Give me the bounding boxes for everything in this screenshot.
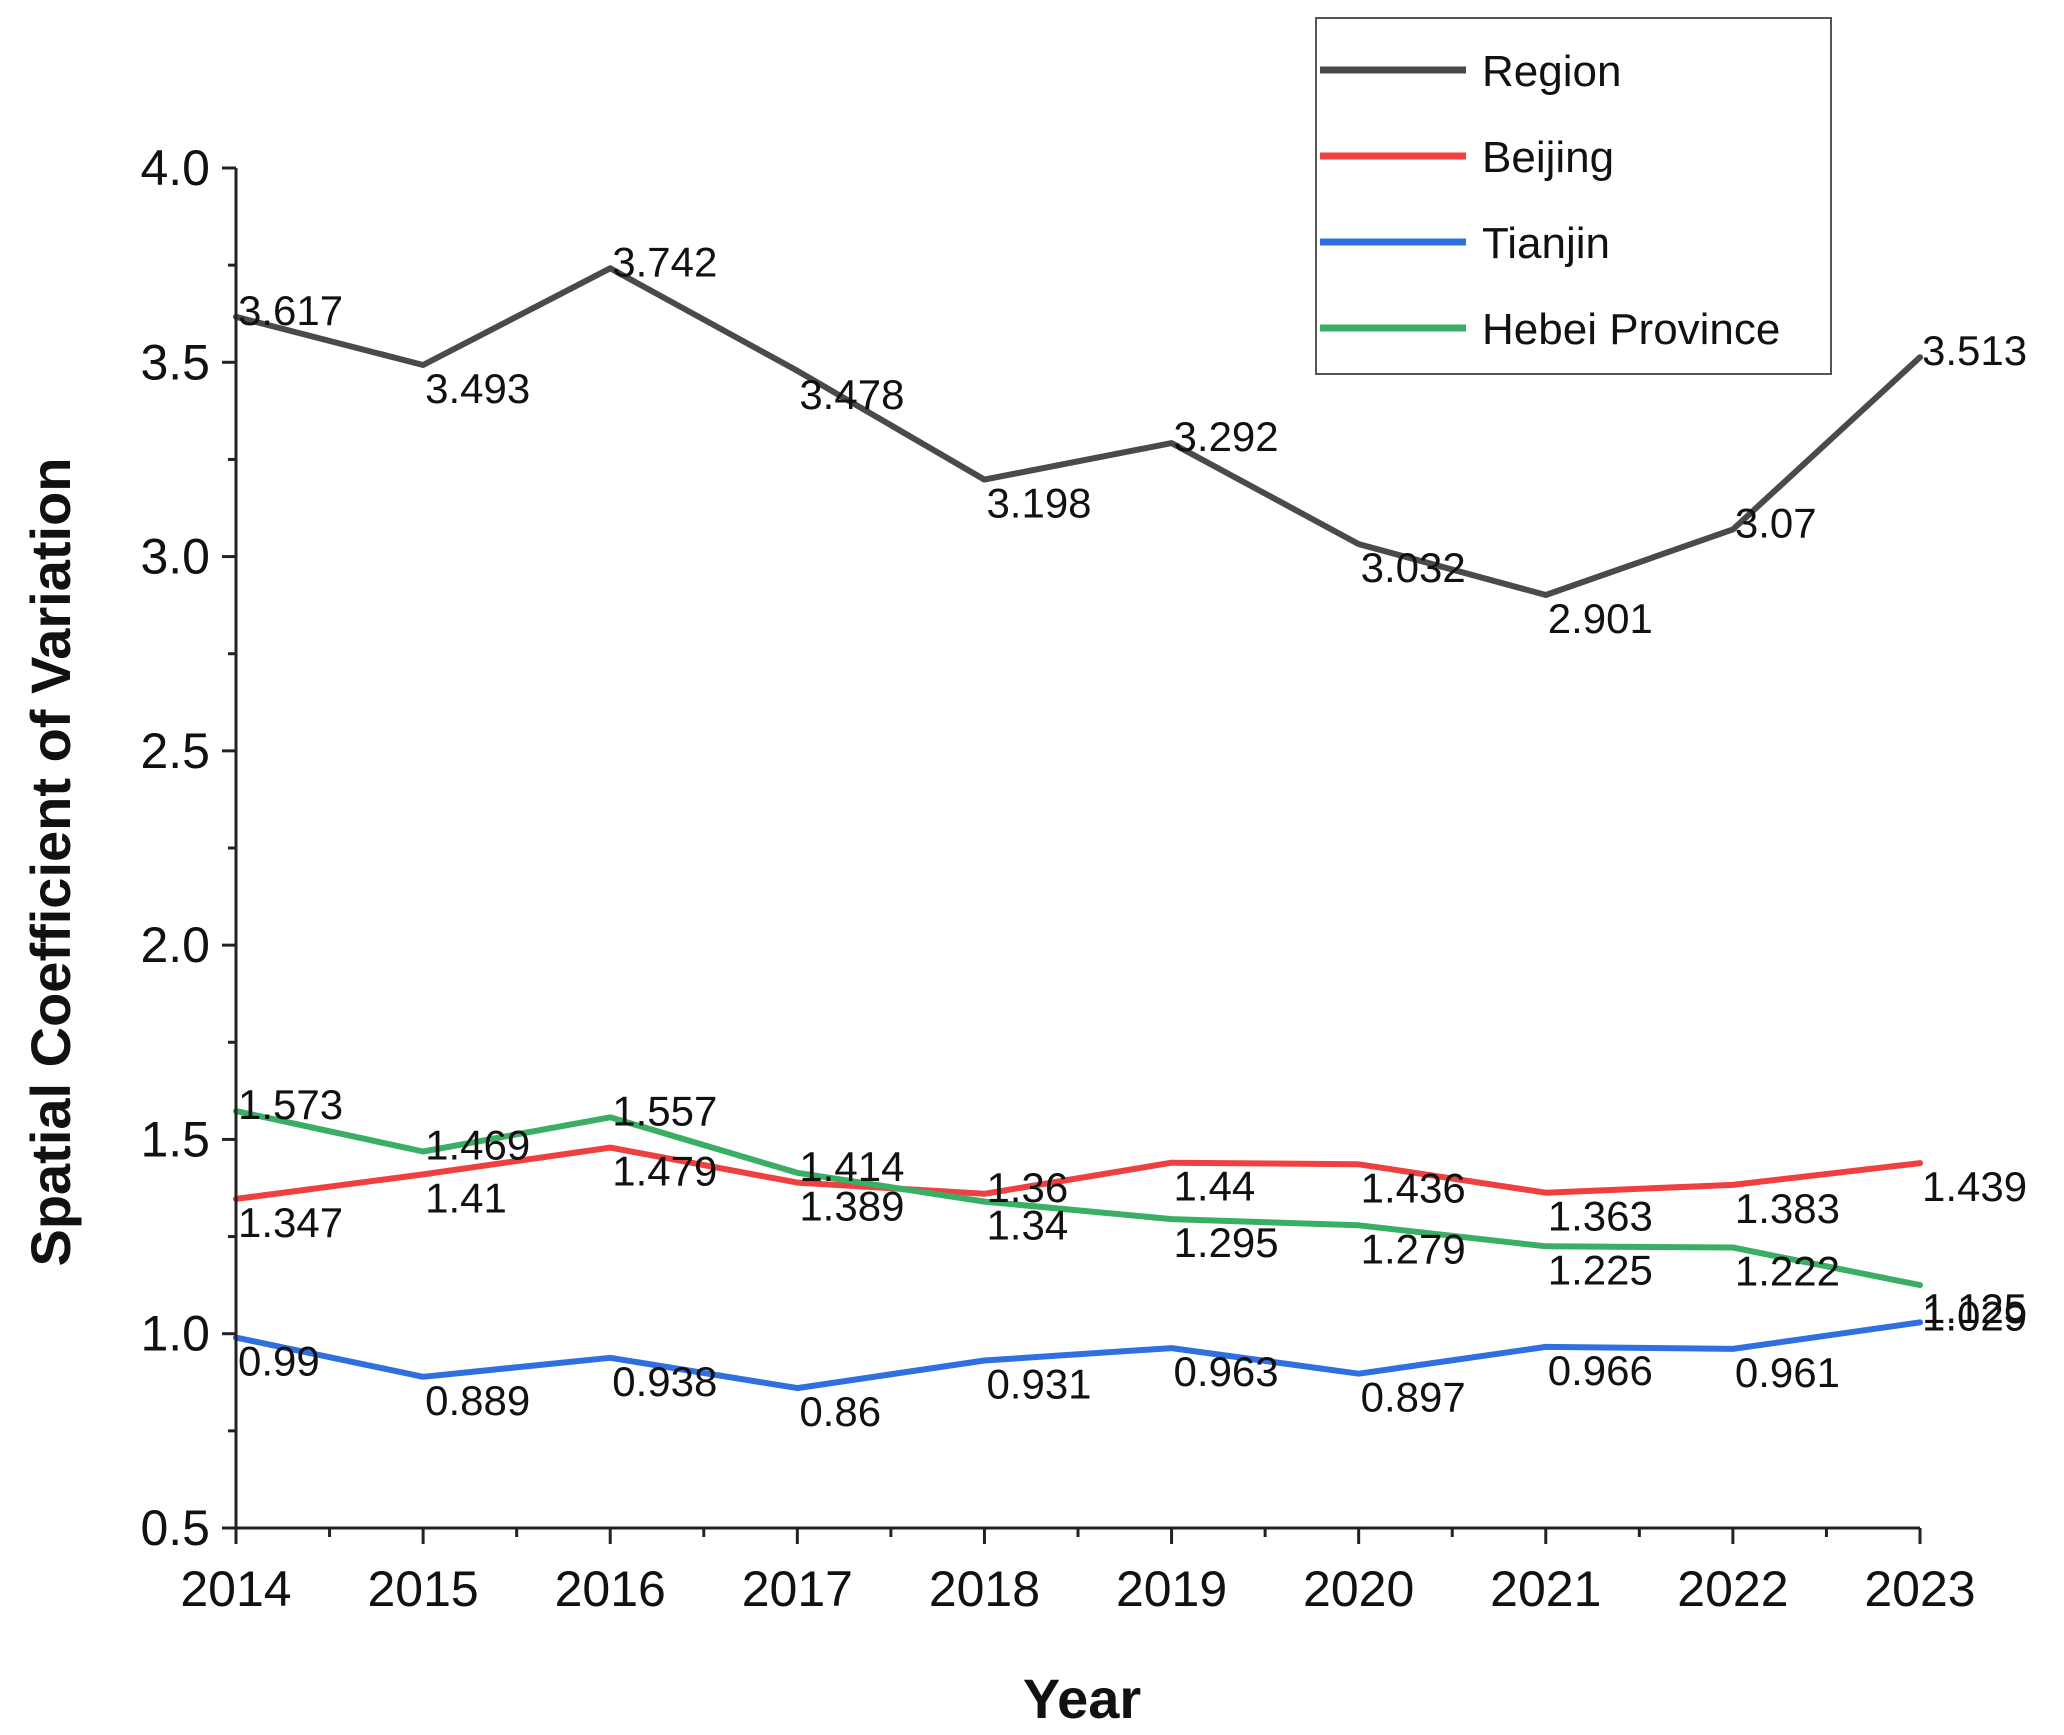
data-label: 1.279 bbox=[1361, 1225, 1466, 1272]
data-label: 1.34 bbox=[986, 1202, 1068, 1249]
data-label: 1.414 bbox=[799, 1143, 904, 1190]
data-label: 1.383 bbox=[1735, 1185, 1840, 1232]
data-labels: 3.617 3.493 3.742 3.478 3.198 3.292 3.032 2.901… bbox=[238, 238, 2027, 1435]
series-line-region bbox=[233, 265, 1923, 598]
y-tick-label: 3.5 bbox=[140, 334, 210, 390]
data-label: 1.44 bbox=[1174, 1163, 1256, 1210]
series-line-tianjin bbox=[233, 1319, 1923, 1392]
ticks: 0.5 1.0 1.5 2.0 2.5 3.0 3.5 4.0 2014 2015 2016 2017… bbox=[140, 140, 1975, 1617]
data-label: 2.901 bbox=[1548, 595, 1653, 642]
legend-label: Region bbox=[1482, 47, 1621, 96]
data-label: 1.029 bbox=[1922, 1292, 2027, 1339]
x-axis-title: Year bbox=[1023, 1667, 1141, 1730]
y-tick-label: 1.0 bbox=[140, 1306, 210, 1362]
x-tick-label: 2021 bbox=[1490, 1561, 1601, 1617]
data-label: 1.439 bbox=[1922, 1163, 2027, 1210]
series-layer bbox=[233, 265, 1923, 1392]
y-tick-label: 2.0 bbox=[140, 917, 210, 973]
legend-box bbox=[1315, 17, 1832, 375]
x-tick-label: 2020 bbox=[1303, 1561, 1414, 1617]
data-label: 0.961 bbox=[1735, 1349, 1840, 1396]
data-label: 0.963 bbox=[1174, 1348, 1279, 1395]
data-label: 1.295 bbox=[1174, 1219, 1279, 1266]
data-label: 1.389 bbox=[799, 1183, 904, 1230]
data-label: 0.99 bbox=[238, 1338, 320, 1385]
data-label: 3.478 bbox=[799, 371, 904, 418]
data-label: 3.617 bbox=[238, 287, 343, 334]
y-axis-title: Spatial Coefficient of Variation bbox=[19, 457, 82, 1266]
data-label: 0.889 bbox=[425, 1377, 530, 1424]
data-label: 1.225 bbox=[1548, 1246, 1653, 1293]
y-tick-label: 4.0 bbox=[140, 140, 210, 196]
data-label: 3.292 bbox=[1174, 413, 1279, 460]
data-label: 3.742 bbox=[612, 238, 717, 285]
x-tick-label: 2019 bbox=[1116, 1561, 1227, 1617]
legend-label: Tianjin bbox=[1482, 219, 1610, 268]
data-label: 3.07 bbox=[1735, 499, 1817, 546]
x-tick-label: 2023 bbox=[1864, 1561, 1975, 1617]
data-label: 1.469 bbox=[425, 1121, 530, 1168]
data-label: 1.41 bbox=[425, 1174, 507, 1221]
data-label: 0.897 bbox=[1361, 1374, 1466, 1421]
x-tick-label: 2017 bbox=[742, 1561, 853, 1617]
data-label: 0.938 bbox=[612, 1358, 717, 1405]
data-label: 1.557 bbox=[612, 1087, 717, 1134]
x-tick-label: 2016 bbox=[555, 1561, 666, 1617]
legend-label: Hebei Province bbox=[1482, 305, 1780, 354]
y-tick-label: 3.0 bbox=[140, 529, 210, 585]
x-tick-label: 2018 bbox=[929, 1561, 1040, 1617]
y-tick-label: 0.5 bbox=[140, 1500, 210, 1556]
data-label: 1.573 bbox=[238, 1081, 343, 1128]
data-label: 1.347 bbox=[238, 1199, 343, 1246]
data-label: 3.032 bbox=[1361, 544, 1466, 591]
data-label: 1.36 bbox=[986, 1164, 1068, 1211]
data-label: 3.513 bbox=[1922, 327, 2027, 374]
x-tick-label: 2015 bbox=[367, 1561, 478, 1617]
series-line-beijing bbox=[233, 1144, 1923, 1202]
data-label: 1.125 bbox=[1922, 1285, 2027, 1332]
legend-label: Beijing bbox=[1482, 133, 1614, 182]
legend: Region Beijing Tianjin Hebei Province bbox=[1315, 17, 1832, 375]
data-label: 0.966 bbox=[1548, 1347, 1653, 1394]
y-tick-label: 1.5 bbox=[140, 1111, 210, 1167]
data-label: 1.436 bbox=[1361, 1164, 1466, 1211]
x-tick-label: 2014 bbox=[180, 1561, 291, 1617]
data-label: 1.479 bbox=[612, 1148, 717, 1195]
data-label: 3.493 bbox=[425, 365, 530, 412]
data-label: 3.198 bbox=[986, 480, 1091, 527]
series-line-hebei-province bbox=[233, 1108, 1923, 1289]
data-label: 0.931 bbox=[986, 1361, 1091, 1408]
y-tick-label: 2.5 bbox=[140, 723, 210, 779]
data-label: 1.222 bbox=[1735, 1247, 1840, 1294]
x-tick-label: 2022 bbox=[1677, 1561, 1788, 1617]
data-label: 0.86 bbox=[799, 1388, 881, 1435]
data-label: 1.363 bbox=[1548, 1193, 1653, 1240]
